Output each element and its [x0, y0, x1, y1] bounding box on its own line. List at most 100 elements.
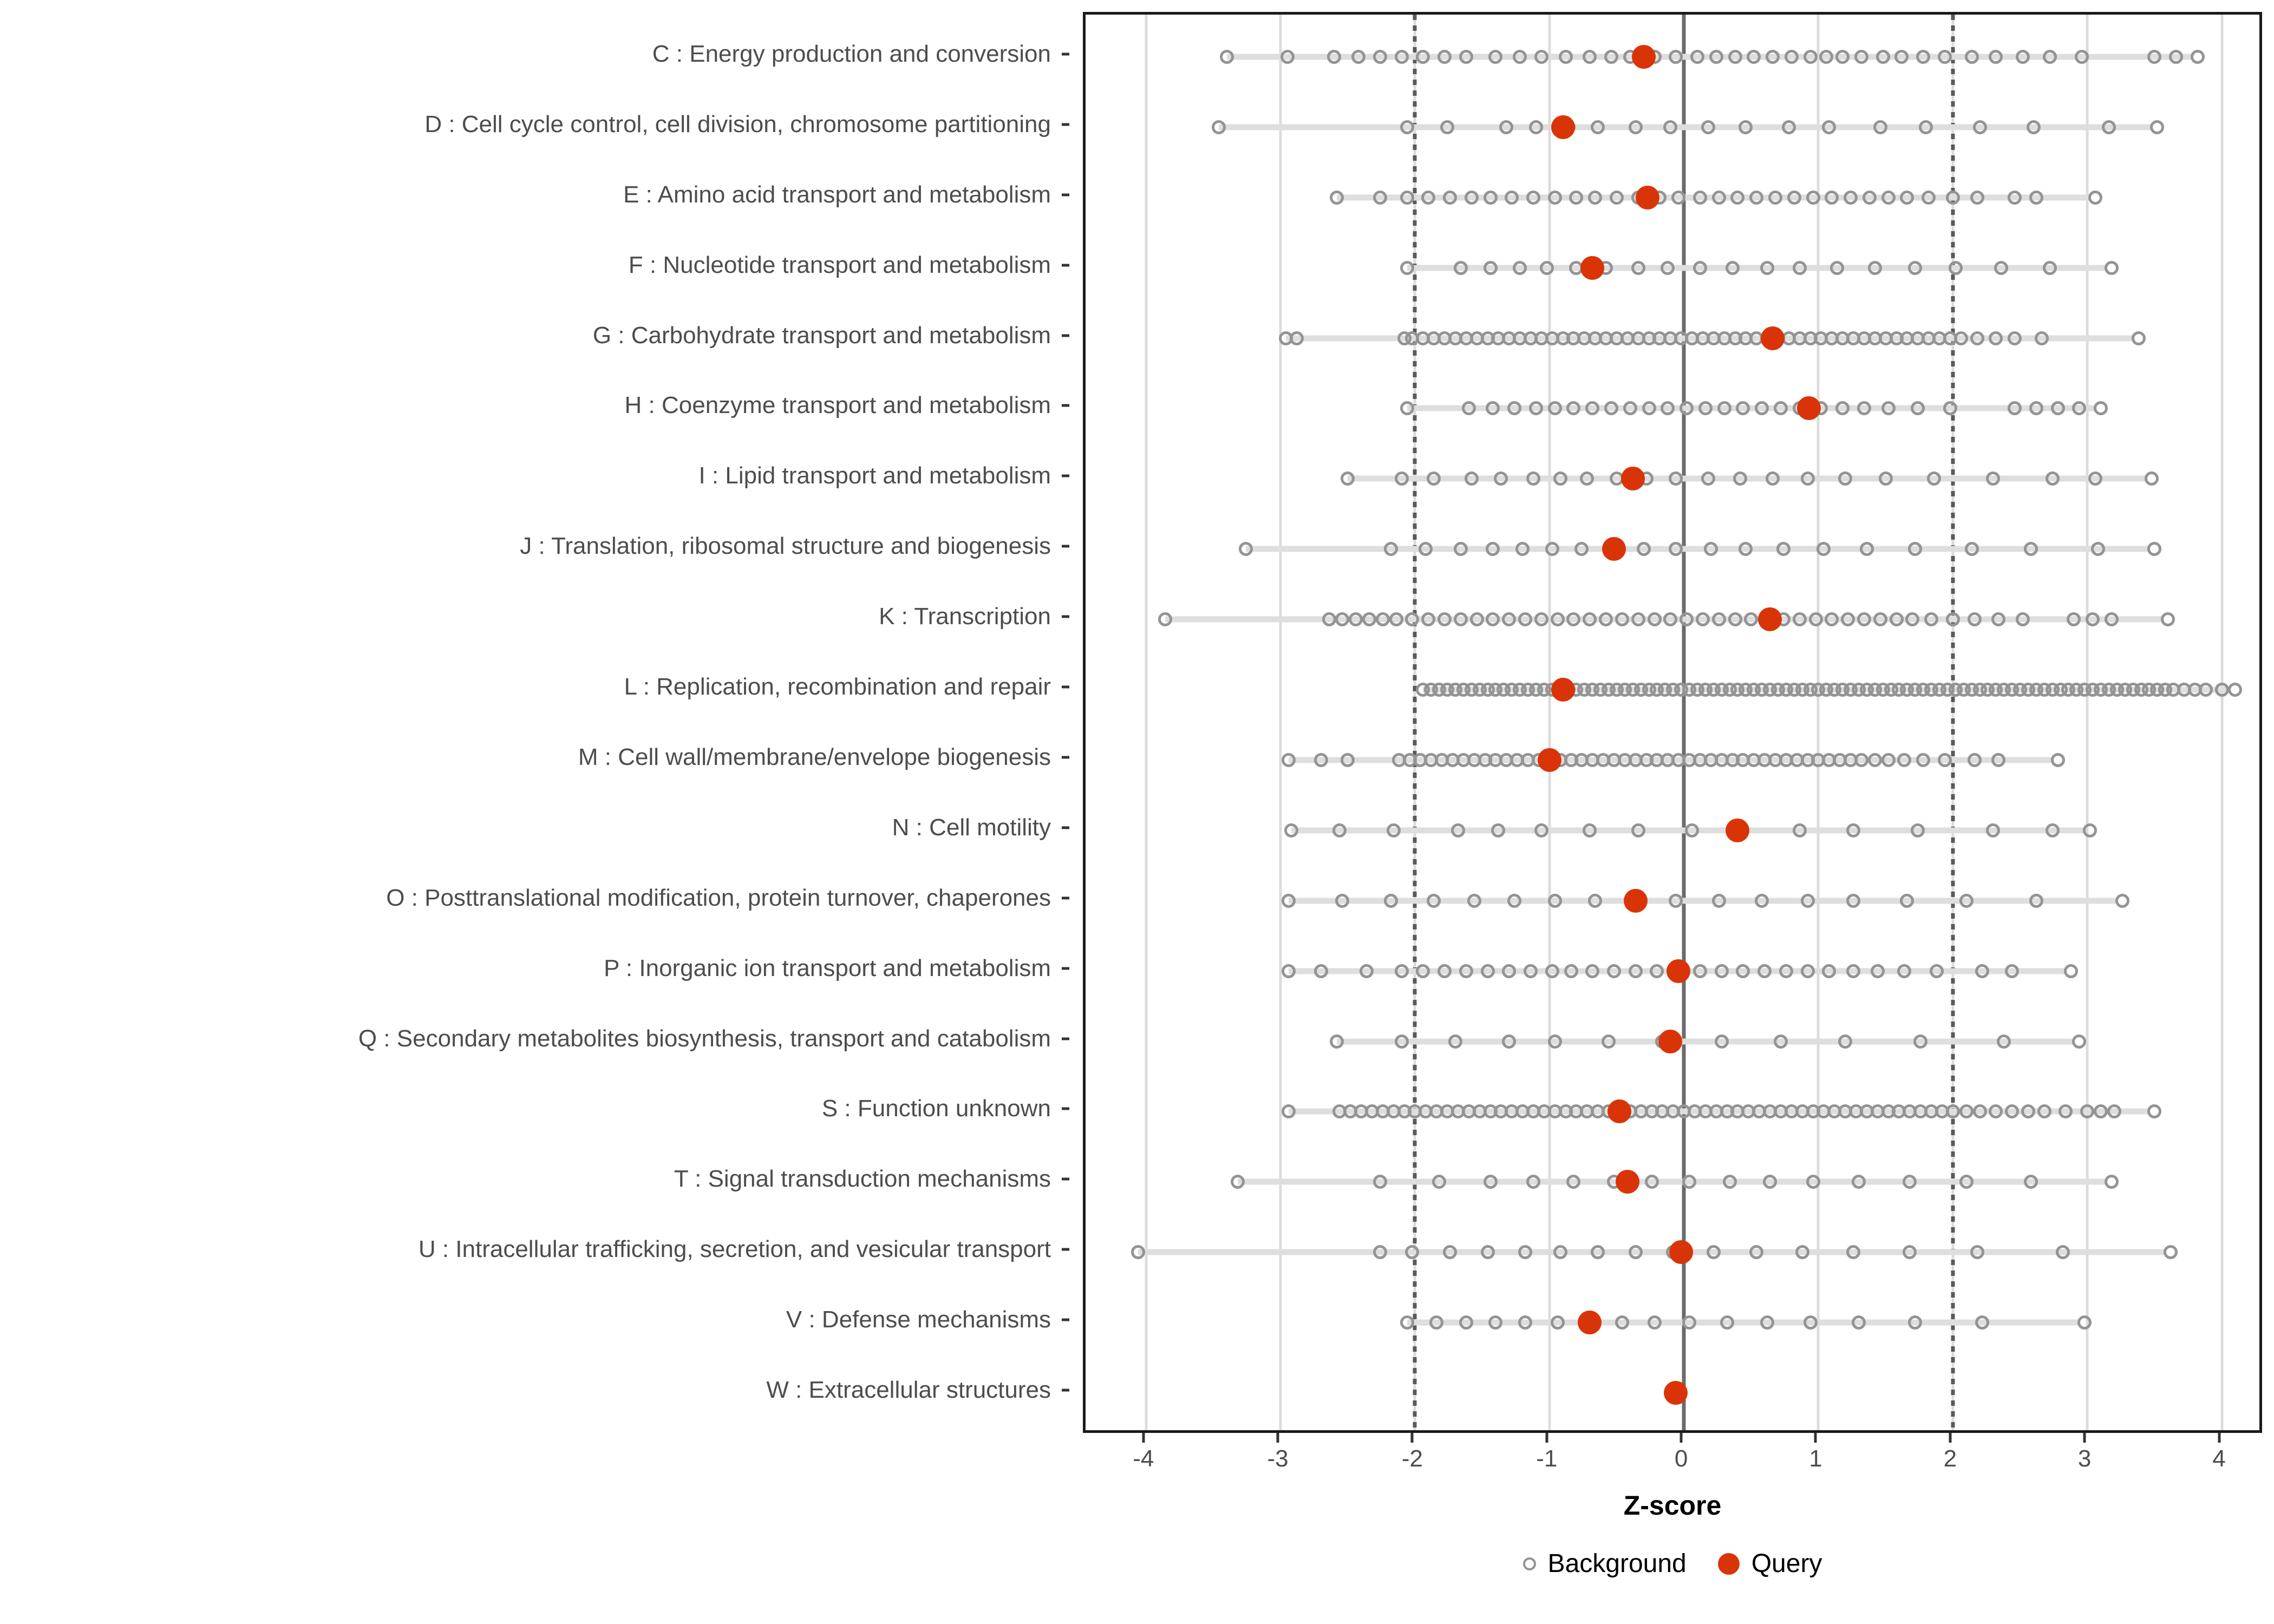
- query-point[interactable]: [1607, 1099, 1631, 1124]
- background-point: [1453, 260, 1468, 275]
- background-point: [1851, 1315, 1866, 1330]
- background-point: [1760, 260, 1775, 275]
- query-point[interactable]: [1551, 678, 1575, 702]
- background-point: [1680, 401, 1694, 416]
- background-point: [1604, 50, 1619, 64]
- background-point: [1945, 1104, 1960, 1119]
- background-point: [1806, 190, 1820, 205]
- y-axis-tick: [1062, 1107, 1069, 1110]
- y-axis-label: J : Translation, ribosomal structure and…: [520, 533, 1051, 560]
- background-point: [1717, 401, 1731, 416]
- background-point: [1647, 1315, 1662, 1330]
- background-point: [1453, 542, 1468, 556]
- background-point: [1757, 964, 1772, 978]
- y-axis-tick: [1062, 1037, 1069, 1040]
- background-point: [1453, 612, 1468, 627]
- row-connector-line: [1289, 898, 2117, 904]
- filled-circle-icon: [1717, 1553, 1740, 1575]
- x-axis-tick-label: -1: [1536, 1445, 1558, 1472]
- background-point: [1416, 50, 1430, 64]
- y-axis-label: U : Intracellular trafficking, secretion…: [418, 1236, 1051, 1263]
- legend-entry-query[interactable]: Query: [1717, 1551, 1822, 1577]
- background-point: [1628, 964, 1643, 978]
- background-point: [2091, 542, 2106, 556]
- background-point: [1739, 542, 1753, 556]
- background-point: [1550, 612, 1565, 627]
- background-point: [1728, 612, 1742, 627]
- query-point[interactable]: [1758, 607, 1782, 632]
- background-point: [1219, 50, 1234, 64]
- y-axis-label: W : Extracellular structures: [766, 1377, 1051, 1403]
- query-point[interactable]: [1669, 1240, 1694, 1265]
- background-point: [2067, 612, 2081, 627]
- query-point[interactable]: [1667, 959, 1691, 983]
- background-point: [1816, 542, 1831, 556]
- background-point: [1467, 893, 1481, 908]
- background-point: [1591, 120, 1605, 134]
- background-point: [1881, 752, 1896, 767]
- query-point[interactable]: [1537, 748, 1561, 772]
- background-point: [2086, 612, 2100, 627]
- query-point[interactable]: [1664, 1381, 1688, 1405]
- row-connector-line: [1407, 1319, 2080, 1326]
- background-point: [2147, 1104, 2162, 1119]
- background-point: [1483, 260, 1498, 275]
- x-axis-tick: [1142, 1433, 1145, 1443]
- query-point[interactable]: [1797, 396, 1821, 421]
- background-point: [1714, 1034, 1729, 1049]
- background-point: [1792, 260, 1807, 275]
- query-point[interactable]: [1658, 1029, 1683, 1053]
- background-point: [1558, 50, 1573, 64]
- background-point: [1945, 612, 1960, 627]
- background-point: [1773, 401, 1788, 416]
- background-point: [2034, 331, 2049, 345]
- query-point[interactable]: [1726, 818, 1750, 842]
- background-point: [1547, 1034, 1562, 1049]
- query-point[interactable]: [1615, 1170, 1639, 1194]
- background-point: [1448, 1034, 1462, 1049]
- query-point[interactable]: [1623, 888, 1648, 913]
- background-point: [1873, 120, 1887, 134]
- background-point: [1835, 50, 1850, 64]
- y-axis-label: T : Signal transduction mechanisms: [674, 1165, 1051, 1193]
- background-point: [2104, 260, 2119, 275]
- background-point: [1792, 612, 1807, 627]
- query-point[interactable]: [1761, 326, 1785, 350]
- background-point: [1427, 893, 1441, 908]
- query-point[interactable]: [1620, 467, 1645, 491]
- background-point: [1703, 542, 1718, 556]
- background-point: [1991, 752, 2006, 767]
- background-point: [1986, 472, 2001, 486]
- query-point[interactable]: [1551, 115, 1575, 139]
- query-point[interactable]: [1636, 185, 1660, 209]
- query-point[interactable]: [1580, 256, 1605, 280]
- background-point: [2088, 472, 2103, 486]
- background-point: [1698, 401, 1713, 416]
- background-point: [1819, 50, 1834, 64]
- y-axis-tick: [1062, 826, 1069, 829]
- background-point: [1733, 472, 1748, 486]
- query-point[interactable]: [1631, 45, 1656, 69]
- background-point: [1975, 964, 1990, 978]
- background-point: [2080, 1104, 2095, 1119]
- zero-reference-line: [1682, 15, 1686, 1430]
- query-point[interactable]: [1602, 537, 1626, 561]
- background-point: [1747, 50, 1761, 64]
- legend-entry-background[interactable]: Background: [1522, 1551, 1687, 1577]
- background-point: [1524, 964, 1538, 978]
- background-point: [1131, 1245, 1145, 1260]
- background-point: [2056, 1245, 2070, 1260]
- y-axis-label: M : Cell wall/membrane/envelope biogenes…: [578, 743, 1051, 770]
- chart-legend: Background Query: [1083, 1551, 2262, 1577]
- background-point: [2023, 542, 2038, 556]
- background-point: [2059, 1104, 2073, 1119]
- query-point[interactable]: [1578, 1311, 1602, 1335]
- background-point: [1550, 1315, 1565, 1330]
- y-axis-label: O : Posttranslational modification, prot…: [386, 884, 1051, 911]
- background-point: [2228, 683, 2243, 697]
- background-point: [1437, 50, 1452, 64]
- background-point: [2161, 612, 2175, 627]
- background-point: [1908, 542, 1923, 556]
- background-point: [1421, 190, 1436, 205]
- background-point: [1483, 1175, 1498, 1189]
